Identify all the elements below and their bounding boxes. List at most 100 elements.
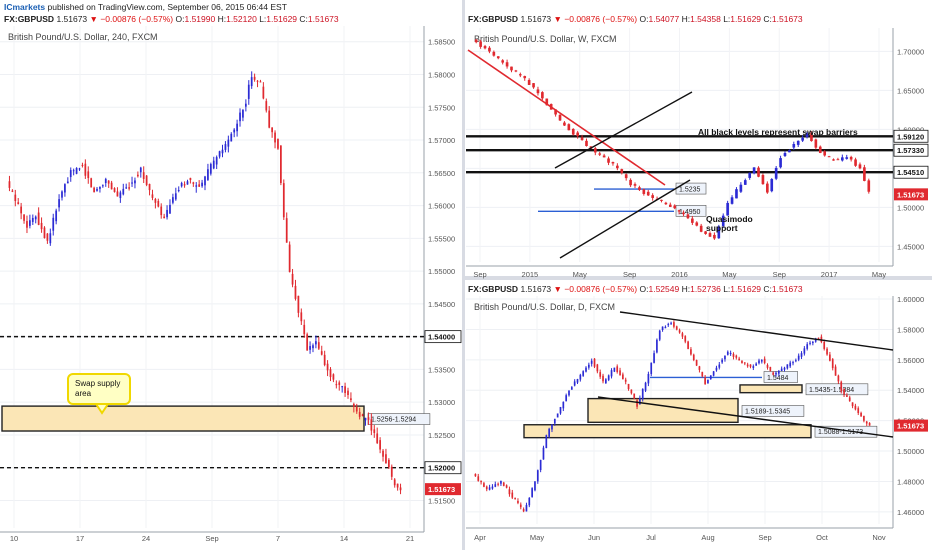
candle-body	[721, 359, 723, 363]
candle-body	[485, 486, 488, 490]
candle-body	[8, 181, 11, 188]
candle-body	[148, 183, 151, 191]
candle-body	[636, 400, 638, 407]
candle-body	[563, 122, 566, 126]
candle-body	[69, 170, 72, 178]
candle-body	[630, 389, 633, 394]
last-price-box	[425, 483, 461, 496]
candle-body	[576, 379, 579, 383]
candle-body	[653, 353, 655, 363]
candle-body	[599, 372, 602, 377]
candle-body	[559, 407, 562, 414]
candle-body	[479, 41, 482, 47]
candle-body	[647, 373, 650, 384]
support-note: support	[706, 223, 738, 233]
candle-body	[532, 83, 535, 88]
x-tick-label: Sep	[623, 270, 636, 279]
candle-body	[186, 181, 189, 185]
candle-body	[523, 76, 527, 79]
candle-body	[55, 210, 58, 222]
candle-body	[780, 368, 783, 371]
candle-body	[810, 132, 813, 142]
candle-body	[851, 402, 854, 407]
candle-body	[528, 497, 531, 506]
candle-body	[542, 447, 545, 460]
minor-level-label-box	[675, 205, 707, 217]
minor-level-label: 1.5235	[679, 187, 701, 194]
candle-body	[646, 191, 650, 196]
candle-body	[616, 165, 619, 169]
candle-body	[157, 200, 160, 207]
candle-body	[344, 386, 346, 393]
candle-body	[627, 383, 630, 390]
candle-body	[341, 386, 344, 388]
candle-body	[704, 231, 707, 234]
candle-body	[536, 470, 539, 482]
candle-body	[122, 188, 125, 195]
candle-body	[382, 450, 384, 457]
candle-body	[496, 56, 500, 59]
candle-body	[602, 155, 606, 158]
last-price-label: 1.51673	[897, 190, 924, 199]
candle-body	[854, 405, 857, 410]
candle-body	[510, 66, 513, 71]
candle-body	[312, 345, 314, 349]
x-tick-label: May	[573, 270, 587, 279]
candle-body	[691, 218, 694, 223]
candle-body	[166, 209, 168, 218]
candle-body	[757, 167, 760, 177]
candle-body	[806, 344, 809, 349]
candle-body	[78, 168, 81, 170]
price-label: 1.51673	[56, 14, 88, 24]
candle-body	[172, 197, 174, 203]
candle-body	[46, 233, 49, 241]
last-price-box	[894, 419, 928, 432]
y-tick-label: 1.50000	[897, 203, 924, 212]
publisher-name[interactable]: ICmarkets	[4, 2, 46, 12]
candle-body	[558, 114, 562, 121]
candle-body	[823, 151, 827, 156]
candle-body	[517, 500, 519, 503]
candle-body	[303, 324, 306, 335]
candle-body	[712, 371, 715, 376]
candle-body	[774, 167, 778, 179]
candle-body	[797, 355, 800, 360]
candle-body	[812, 341, 814, 344]
candle-body	[218, 151, 221, 157]
candle-body	[718, 364, 721, 368]
candle-body	[777, 371, 780, 374]
candle-body	[788, 150, 791, 153]
weekly-ohlc-header: FX:GBPUSD 1.51673 ▼ −0.00876 (−0.57%) O:…	[468, 14, 803, 24]
candle-body	[145, 175, 148, 185]
candle-body	[387, 459, 390, 468]
daily-ohlc-header: FX:GBPUSD 1.51673 ▼ −0.00876 (−0.57%) O:…	[468, 284, 803, 294]
y-tick-label: 1.58500	[428, 38, 455, 47]
x-tick-label: 7	[276, 534, 280, 543]
candle-body	[800, 353, 803, 357]
candle-body	[505, 62, 509, 67]
candle-body	[656, 339, 658, 353]
y-tick-label: 1.53000	[428, 398, 455, 407]
level-label-box	[763, 371, 798, 383]
candle-body	[758, 360, 760, 364]
candle-body	[576, 132, 579, 137]
candle-body	[792, 362, 794, 364]
candle-body	[642, 189, 646, 194]
candle-body	[491, 486, 494, 489]
candle-body	[661, 326, 664, 330]
candle-body	[565, 395, 568, 402]
x-tick-label: Apr	[474, 533, 486, 542]
candle-body	[204, 176, 206, 186]
y-tick-label: 1.58000	[897, 325, 924, 334]
candle-body	[868, 422, 871, 426]
panel-divider-vertical	[462, 0, 465, 550]
symbol-label[interactable]: FX:GBPUSD	[4, 14, 55, 24]
x-tick-label: 17	[76, 534, 84, 543]
x-tick-label: Sep	[205, 534, 218, 543]
chart-title: British Pound/U.S. Dollar, D, FXCM	[474, 302, 615, 312]
candle-body	[857, 408, 860, 414]
candle-body	[379, 440, 381, 450]
axis-level-box	[424, 330, 462, 344]
last-price-box	[894, 188, 928, 201]
y-tick-label: 1.50000	[897, 447, 924, 456]
